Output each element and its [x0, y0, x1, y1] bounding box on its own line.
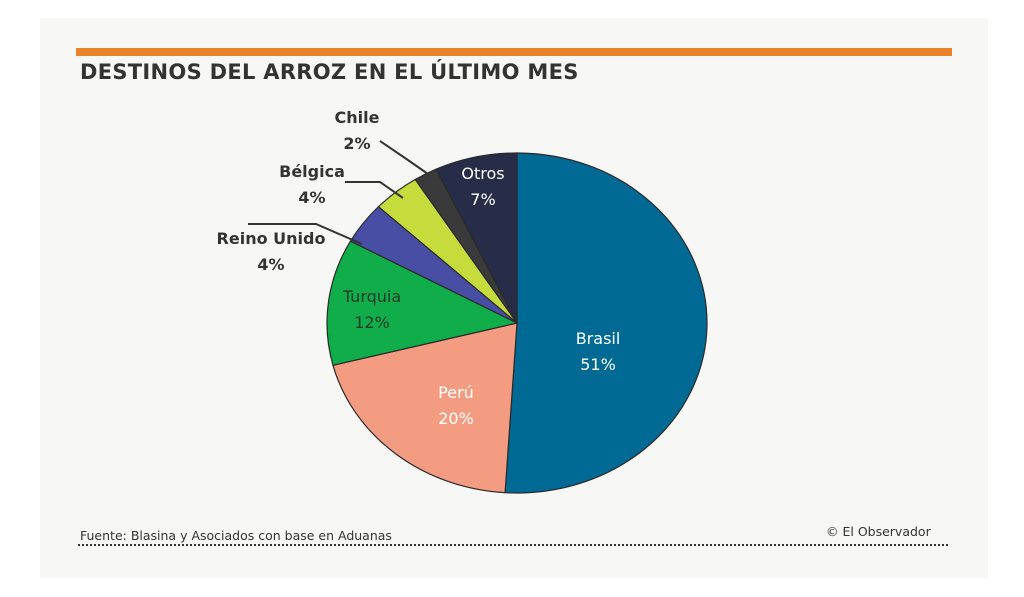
source-note: Fuente: Blasina y Asociados con base en … — [80, 528, 392, 543]
leader-line-reino-unido — [248, 223, 363, 245]
slice-value-belgica: 4% — [298, 188, 325, 207]
slice-label-turquia: Turquia — [342, 287, 401, 306]
slice-value-brasil: 51% — [580, 355, 616, 374]
credit: © El Observador — [826, 524, 931, 539]
dotted-divider — [78, 544, 948, 546]
slice-label-reino-unido: Reino Unido — [217, 229, 326, 248]
slice-value-peru: 20% — [438, 409, 474, 428]
slice-label-chile: Chile — [335, 108, 380, 127]
slice-value-turquia: 12% — [354, 313, 390, 332]
pie-slice-peru — [332, 322, 518, 494]
pie-slice-brasil — [504, 152, 708, 494]
slice-label-otros: Otros — [461, 164, 504, 183]
leader-line-belgica — [345, 181, 404, 199]
slice-label-belgica: Bélgica — [279, 162, 345, 181]
leader-line-chile — [379, 140, 429, 175]
slice-value-chile: 2% — [343, 134, 370, 153]
chart-title: DESTINOS DEL ARROZ EN EL ÚLTIMO MES — [80, 60, 579, 84]
accent-bar — [76, 48, 952, 56]
pie-slice-otros — [435, 152, 518, 324]
pie-slice-turquia — [326, 240, 519, 366]
slice-label-brasil: Brasil — [576, 329, 621, 348]
slice-label-peru: Perú — [438, 383, 474, 402]
slice-value-reino-unido: 4% — [257, 255, 284, 274]
slice-value-otros: 7% — [470, 190, 495, 209]
